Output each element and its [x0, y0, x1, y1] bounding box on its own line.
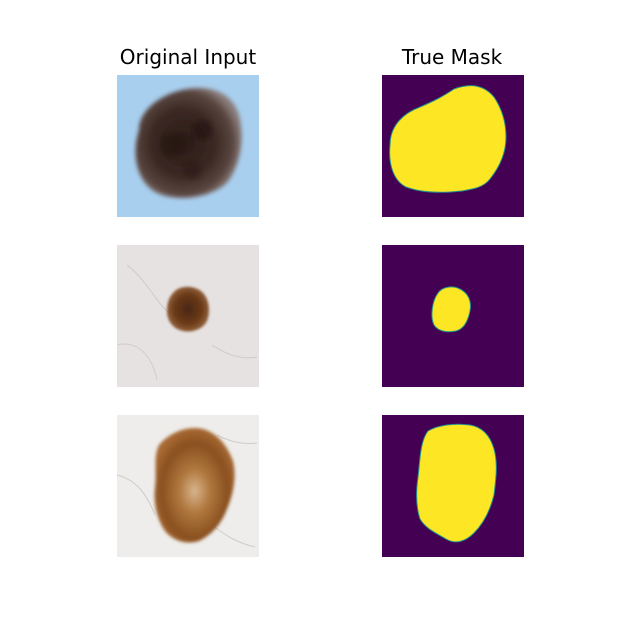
lesion-input-image-2	[117, 245, 259, 387]
column-title-true-mask: True Mask	[401, 45, 503, 69]
lesion-input-image-1	[117, 75, 259, 217]
lesion-mask-image-2	[382, 245, 524, 387]
lesion-mask-image-3	[382, 415, 524, 557]
column-title-original-input: Original Input	[119, 45, 257, 69]
lesion-mask-image-1	[382, 75, 524, 217]
lesion-input-image-3	[117, 415, 259, 557]
